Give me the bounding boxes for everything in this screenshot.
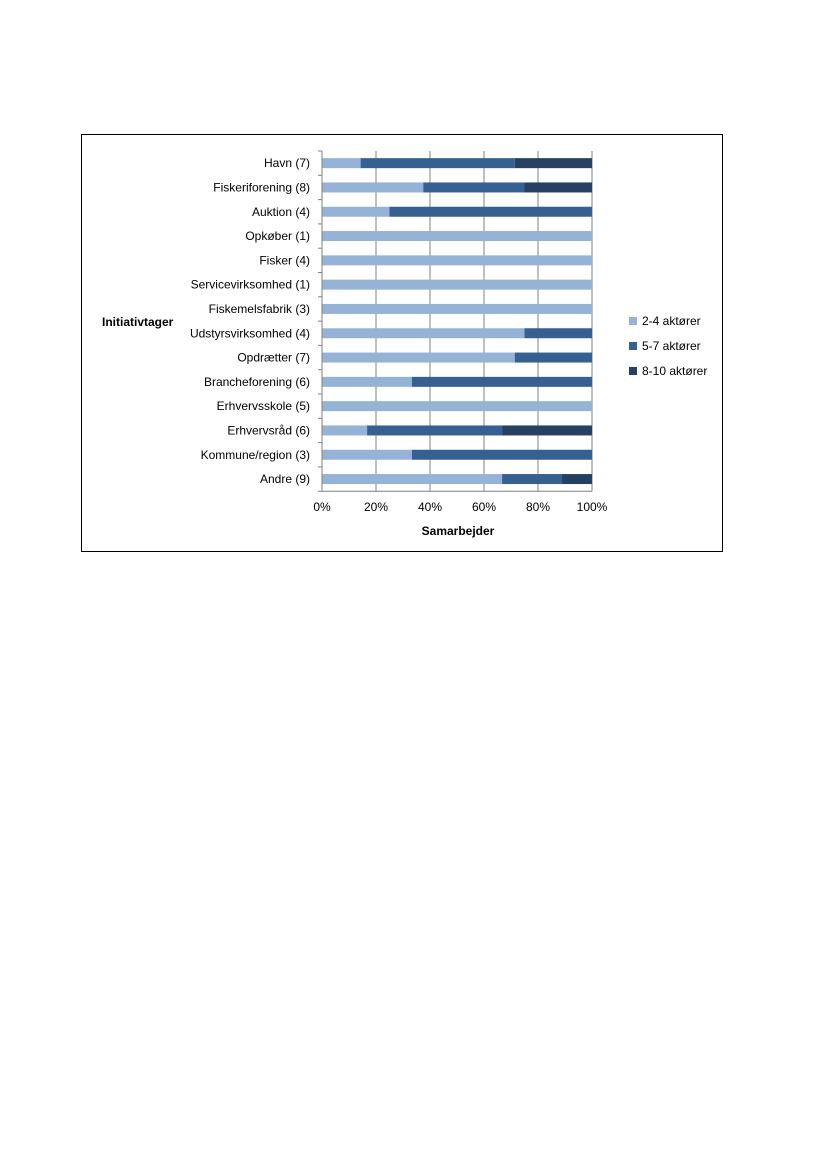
bar-segment	[514, 352, 592, 363]
bar-segment	[411, 449, 592, 460]
category-label: Kommune/region (3)	[201, 448, 310, 462]
category-labels: Havn (7) Fiskeriforening (8) Auktion (4) Op…	[190, 156, 310, 486]
legend-swatch	[629, 317, 637, 325]
bars-layer	[322, 158, 592, 485]
bar-segment	[562, 474, 592, 485]
x-tick-label: 80%	[526, 500, 550, 514]
bar-segment	[502, 425, 592, 436]
x-tick-labels: 0% 20% 40% 60% 80% 100%	[313, 500, 607, 514]
bar-segment	[524, 328, 592, 339]
category-label: Opkøber (1)	[245, 229, 310, 243]
bar-segment	[423, 182, 525, 193]
axis-layer	[318, 150, 592, 492]
x-tick-label: 0%	[313, 500, 331, 514]
bar-segment	[524, 182, 592, 193]
legend-label: 8-10 aktører	[642, 364, 707, 378]
bar-segment	[322, 303, 592, 314]
category-label: Fisker (4)	[259, 253, 310, 267]
y-axis-title: Initiativtager	[102, 315, 174, 329]
bar-segment	[322, 279, 592, 290]
bar-segment	[322, 328, 525, 339]
legend-swatch	[629, 367, 637, 375]
bar-segment	[322, 474, 503, 485]
x-tick-label: 20%	[364, 500, 388, 514]
bar-segment	[502, 474, 563, 485]
bar-segment	[322, 255, 592, 266]
bar-segment	[389, 206, 592, 217]
grid-layer	[321, 151, 593, 492]
legend: 2-4 aktører 5-7 aktører 8-10 aktører	[629, 314, 707, 378]
category-label: Erhvervsråd (6)	[227, 423, 310, 437]
category-label: Erhvervsskole (5)	[217, 399, 310, 413]
category-label: Brancheforening (6)	[204, 375, 310, 389]
category-label: Andre (9)	[260, 472, 310, 486]
chart-frame: Havn (7) Fiskeriforening (8) Auktion (4) Op…	[81, 134, 723, 552]
bar-segment	[322, 352, 515, 363]
legend-label: 5-7 aktører	[642, 339, 701, 353]
bar-segment	[322, 182, 424, 193]
bar-segment	[322, 425, 368, 436]
bar-segment	[322, 376, 412, 387]
legend-label: 2-4 aktører	[642, 314, 701, 328]
bar-segment	[322, 158, 361, 169]
x-tick-label: 60%	[472, 500, 496, 514]
bar-segment	[367, 425, 503, 436]
category-label: Havn (7)	[264, 156, 310, 170]
bar-segment	[322, 206, 390, 217]
category-label: Udstyrsvirksomhed (4)	[190, 326, 310, 340]
category-label: Servicevirksomhed (1)	[191, 278, 310, 292]
bar-segment	[411, 376, 592, 387]
bar-segment	[360, 158, 515, 169]
stacked-bar-chart: Havn (7) Fiskeriforening (8) Auktion (4) Op…	[102, 150, 707, 538]
category-label: Opdrætter (7)	[237, 351, 310, 365]
x-axis-title: Samarbejder	[422, 524, 495, 538]
x-tick-label: 100%	[577, 500, 608, 514]
x-tick-label: 40%	[418, 500, 442, 514]
bar-segment	[322, 449, 412, 460]
category-label: Auktion (4)	[252, 205, 310, 219]
category-label: Fiskeriforening (8)	[213, 180, 310, 194]
bar-segment	[322, 231, 592, 242]
bar-segment	[322, 401, 592, 412]
bar-segment	[514, 158, 592, 169]
legend-swatch	[629, 342, 637, 350]
category-label: Fiskemelsfabrik (3)	[209, 302, 310, 316]
